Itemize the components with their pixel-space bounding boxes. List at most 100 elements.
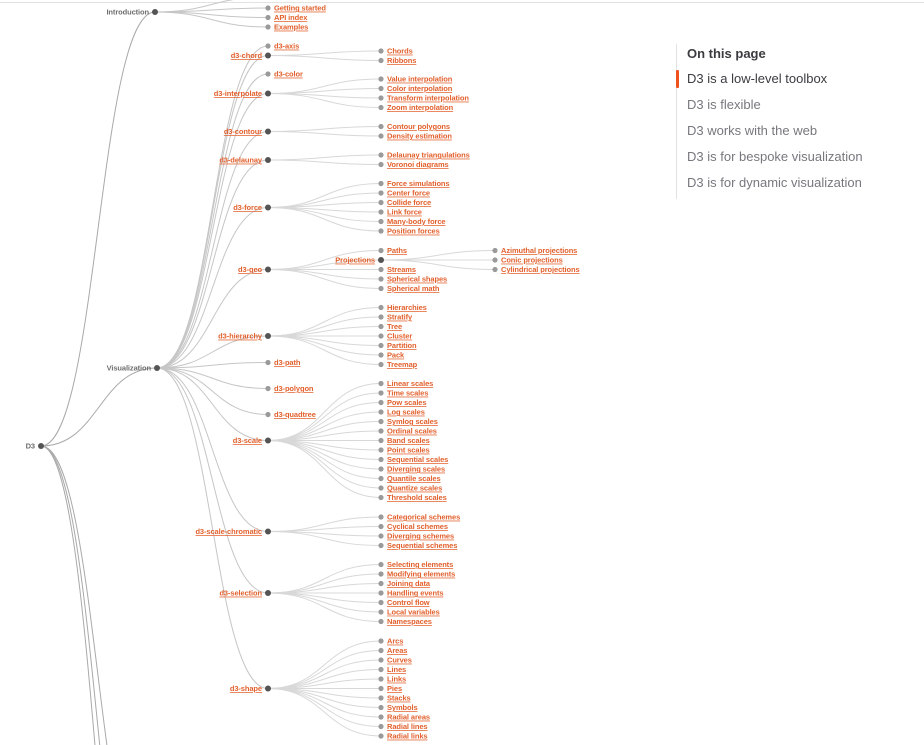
tree-link-label[interactable]: Color interpolation [387,84,453,93]
tree-link-label[interactable]: Radial links [387,732,428,741]
tree-link-label[interactable]: Sequential schemes [387,541,457,550]
tree-link-label[interactable]: d3-quadtree [274,410,316,419]
tree-link-label[interactable]: Selecting elements [387,560,453,569]
tree-link-label[interactable]: d3-color [274,70,303,79]
tree-link-label[interactable]: Symlog scales [387,417,438,426]
tree-link-label[interactable]: Delaunay triangulations [387,151,470,160]
tree-link-label[interactable]: Linear scales [387,379,433,388]
tree-link-label[interactable]: Partition [387,341,417,350]
tree-link-label[interactable]: Collide force [387,198,431,207]
tree-link-label[interactable]: Handling events [387,589,444,598]
tree-link-label[interactable]: Diverging scales [387,465,445,474]
tree-link-label[interactable]: d3-scale-chromatic [195,527,262,536]
tree-link-label[interactable]: Transform interpolation [387,94,469,103]
tree-link-label[interactable]: d3-geo [238,265,263,274]
tree-link-label[interactable]: Point scales [387,446,430,455]
tree-link-label[interactable]: Many-body force [387,217,446,226]
tree-link-label[interactable]: Examples [274,23,308,32]
tree-link-label[interactable]: Chords [387,47,413,56]
tree-edge [267,440,382,498]
tree-link-label[interactable]: Quantile scales [387,474,441,483]
tree-link-label[interactable]: Arcs [387,637,403,646]
tree-branch-dot [265,590,271,596]
tree-link-label[interactable]: Paths [387,246,407,255]
tree-link-label[interactable]: Density estimation [387,132,453,141]
tree-link-label[interactable]: d3-interpolate [214,89,262,98]
tree-link-label[interactable]: API index [274,13,308,22]
tree-link-label[interactable]: Control flow [387,598,430,607]
tree-link-label[interactable]: Ribbons [387,56,416,65]
tree-link-label[interactable]: Pow scales [387,398,427,407]
on-this-page-item[interactable]: D3 is for bespoke visualization [687,149,863,164]
tree-link-label[interactable]: Diverging schemes [387,532,454,541]
on-this-page-item[interactable]: D3 is flexible [687,97,761,112]
tree-link-label[interactable]: d3-polygon [274,384,314,393]
tree-link-label[interactable]: Cyclical schemes [387,522,448,531]
tree-node-conic-projections: Conic projections [492,256,563,265]
tree-link-label[interactable]: Threshold scales [387,493,447,502]
tree-link-label[interactable]: Pies [387,684,402,693]
tree-link-label[interactable]: Tree [387,322,402,331]
tree-link-label[interactable]: Modifying elements [387,570,455,579]
tree-link-label[interactable]: d3-selection [219,589,262,598]
tree-link-label[interactable]: Spherical shapes [387,275,447,284]
tree-node-d3-polygon: d3-polygon [265,384,314,393]
tree-link-label[interactable]: Quantize scales [387,484,442,493]
tree-link-label[interactable]: Stratify [387,313,413,322]
tree-leaf-dot [378,209,384,215]
on-this-page-item[interactable]: D3 is a low-level toolbox [675,69,912,89]
tree-edge [156,55,269,369]
tree-link-label[interactable]: Value interpolation [387,75,453,84]
tree-link-label[interactable]: d3-shape [230,684,262,693]
tree-link-label[interactable]: Radial lines [387,722,428,731]
tree-leaf-dot [378,304,384,311]
tree-link-label[interactable]: d3-contour [224,127,262,136]
tree-link-label[interactable]: Categorical schemes [387,513,460,522]
tree-link-label[interactable]: Cylindrical projections [501,265,580,274]
tree-leaf-dot [378,428,384,434]
tree-link-label[interactable]: Symbols [387,703,418,712]
tree-link-label[interactable]: d3-path [274,358,301,367]
tree-link-label[interactable]: Areas [387,646,407,655]
tree-link-label[interactable]: Projections [335,256,375,265]
tree-link-label[interactable]: Time scales [387,389,428,398]
tree-link-label[interactable]: Azimuthal projections [501,246,577,255]
tree-link-label[interactable]: Links [387,675,406,684]
tree-edge [40,445,108,745]
tree-link-label[interactable]: Pack [387,351,405,360]
tree-link-label[interactable]: Contour polygons [387,122,450,131]
tree-link-label[interactable]: d3-axis [274,42,299,51]
tree-link-label[interactable]: d3-force [233,203,262,212]
tree-link-label[interactable]: Ordinal scales [387,427,437,436]
tree-link-label[interactable]: Zoom interpolation [387,103,454,112]
tree-link-label[interactable]: Radial areas [387,713,430,722]
tree-link-label[interactable]: d3-scale [233,436,262,445]
on-this-page-item[interactable]: D3 works with the web [687,123,818,138]
tree-link-label[interactable]: Voronoi diagrams [387,160,449,169]
tree-link-label[interactable]: Sequential scales [387,455,448,464]
tree-link-label[interactable]: Hierarchies [387,303,427,312]
tree-link-label[interactable]: Local variables [387,608,440,617]
tree-link-label[interactable]: Streams [387,265,416,274]
tree-link-label[interactable]: Cluster [387,332,412,341]
tree-link-label[interactable]: Conic projections [501,256,563,265]
tree-link-label[interactable]: Log scales [387,408,425,417]
tree-link-label[interactable]: Stacks [387,694,411,703]
tree-link-label[interactable]: Getting started [274,4,326,13]
tree-link-label[interactable]: Band scales [387,436,430,445]
tree-link-label[interactable]: Treemap [387,360,418,369]
tree-link-label[interactable]: Center force [387,189,430,198]
on-this-page-item[interactable]: D3 is for dynamic visualization [687,175,862,190]
tree-link-label[interactable]: d3-chord [231,51,263,60]
tree-link-label[interactable]: Force simulations [387,179,450,188]
tree-link-label[interactable]: Position forces [387,227,440,236]
tree-link-label[interactable]: d3-delaunay [219,156,263,165]
tree-link-label[interactable]: d3-hierarchy [218,332,263,341]
tree-link-label[interactable]: Spherical math [387,284,440,293]
tree-link-label[interactable]: Lines [387,665,406,674]
tree-link-label[interactable]: Namespaces [387,617,432,626]
tree-leaf-dot [378,657,384,663]
tree-link-label[interactable]: Curves [387,656,412,665]
tree-link-label[interactable]: Link force [387,208,422,217]
tree-link-label[interactable]: Joining data [387,579,431,588]
